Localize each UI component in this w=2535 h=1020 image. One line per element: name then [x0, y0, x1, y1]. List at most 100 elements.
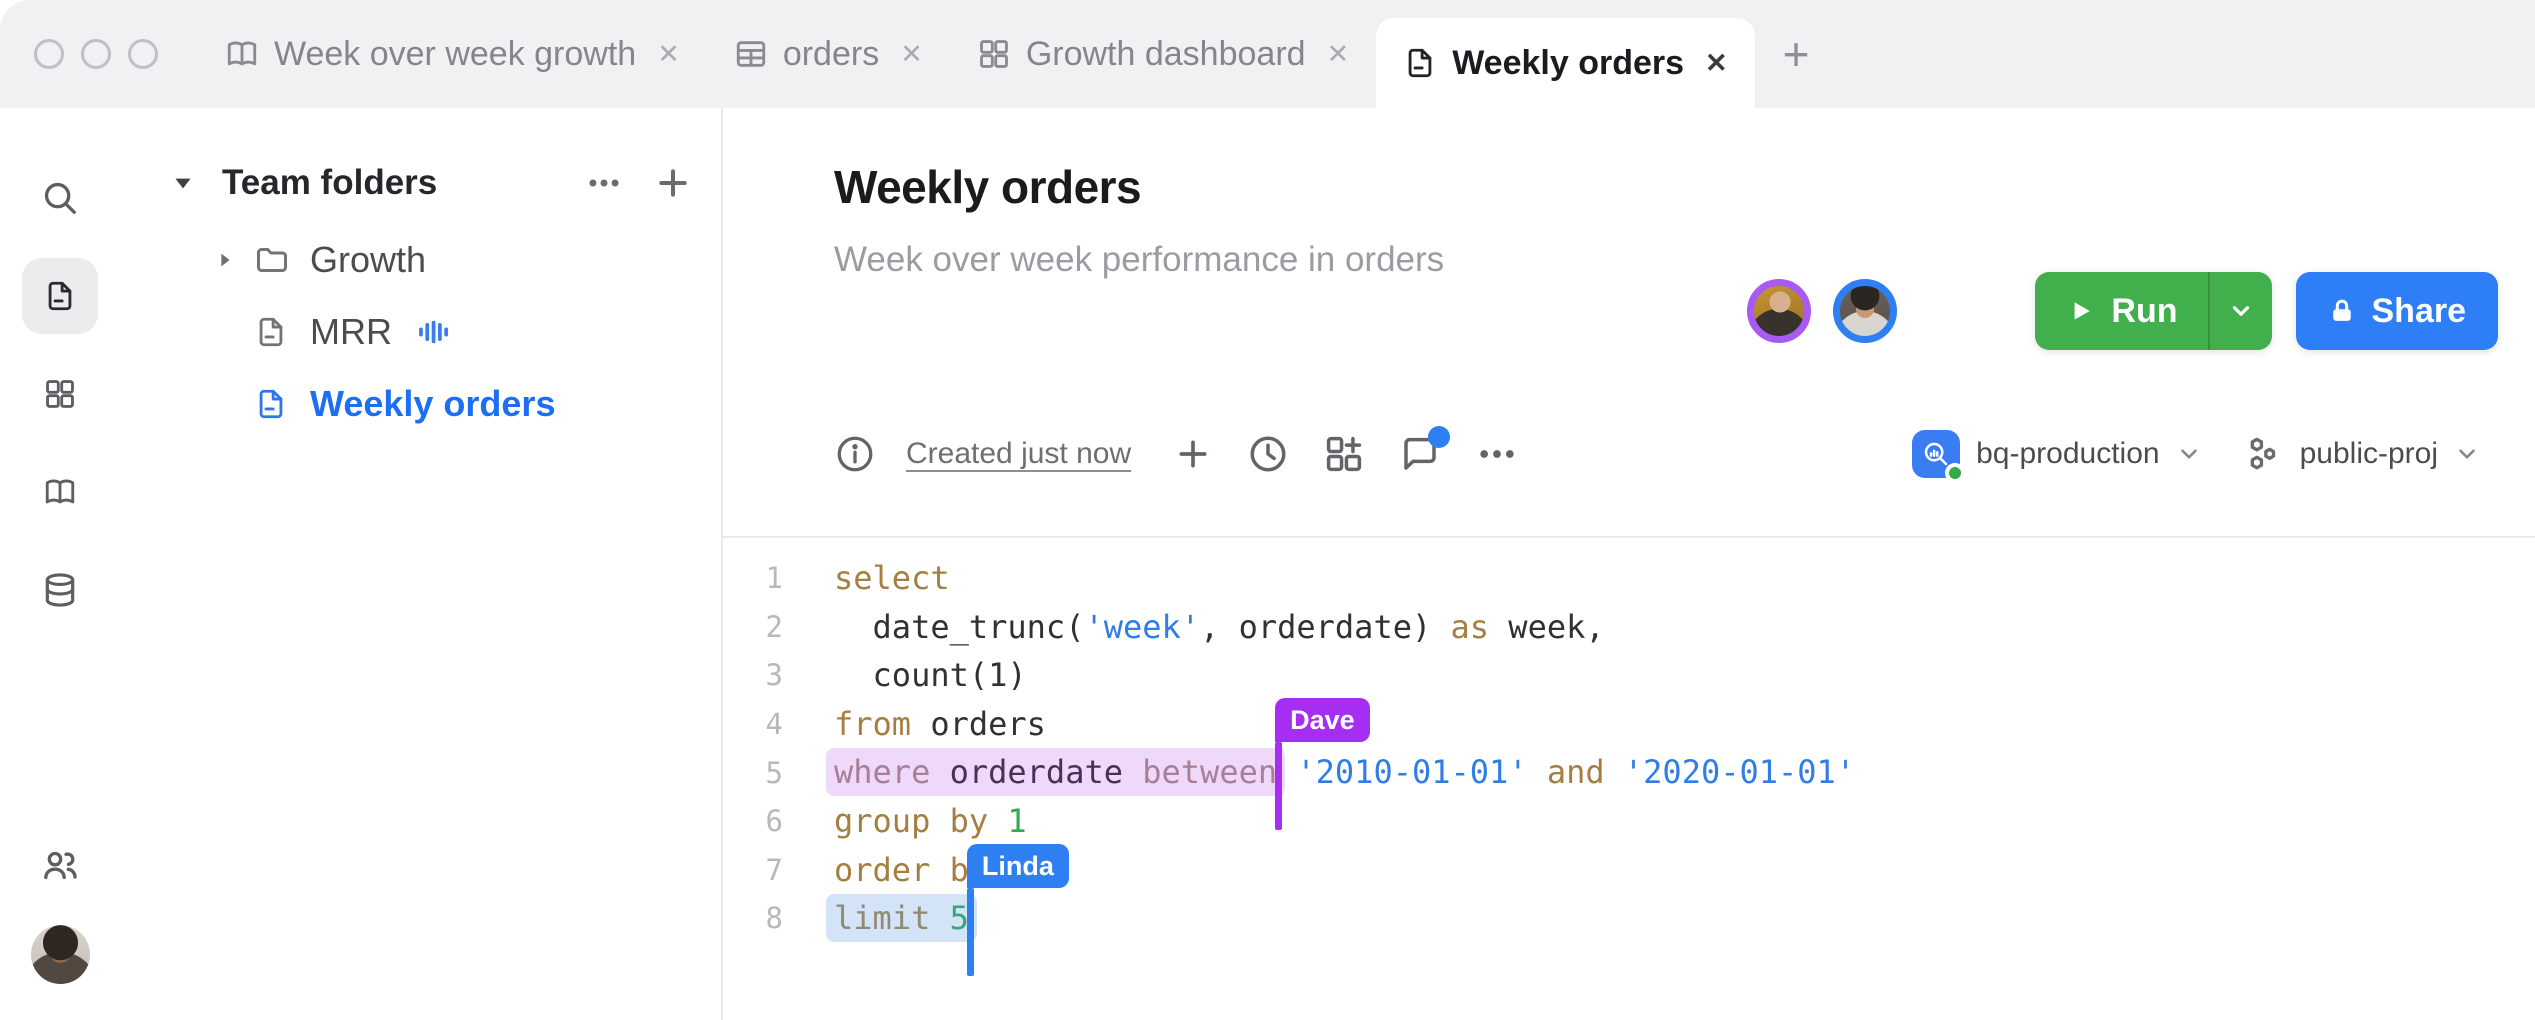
new-tab-button[interactable]: +	[1782, 28, 1810, 80]
tab-weekly-orders[interactable]: Weekly orders ✕	[1376, 18, 1755, 108]
document-icon	[254, 387, 294, 421]
sidebar-item-weekly-orders[interactable]: Weekly orders	[120, 368, 721, 440]
dashboard-icon	[977, 37, 1011, 71]
sidebar-item-label: Growth	[310, 239, 427, 280]
run-button-group: Run	[2035, 272, 2272, 350]
code-token: where	[834, 753, 931, 792]
code-content: where orderdate between Dave '2010-01-01'…	[826, 698, 1855, 831]
code-token: count(1)	[834, 656, 1027, 695]
team-folders-header[interactable]: Team folders	[120, 150, 721, 216]
code-content: group by 1	[834, 797, 1027, 846]
tab-growth-dashboard[interactable]: Growth dashboard ✕	[950, 0, 1376, 108]
code-token	[1605, 753, 1624, 791]
rail-item-people[interactable]	[22, 827, 98, 903]
line-number: 6	[765, 804, 783, 839]
page-subtitle: Week over week performance in orders	[834, 240, 1445, 279]
lock-icon	[2328, 297, 2356, 325]
code-content: order by	[834, 846, 988, 895]
tab-label: Growth dashboard	[1025, 34, 1306, 73]
code-token: week,	[1489, 607, 1605, 646]
user-avatar[interactable]	[30, 925, 90, 984]
table-icon	[734, 37, 768, 71]
code-token	[1528, 753, 1547, 791]
run-options-button[interactable]	[2210, 272, 2272, 350]
code-token: and	[1546, 753, 1605, 792]
rail-item-database[interactable]	[22, 552, 98, 628]
code-token: order by	[834, 850, 989, 889]
project-name: public-proj	[2299, 437, 2438, 470]
add-to-dashboard-icon[interactable]	[1323, 433, 1365, 475]
tab-week-over-week-growth[interactable]: Week over week growth ✕	[198, 0, 707, 108]
caret-down-icon[interactable]	[164, 170, 202, 196]
rail-item-search[interactable]	[22, 160, 98, 236]
tab-bar: Week over week growth ✕ orders ✕ Growth dash…	[0, 0, 2535, 108]
line-number: 3	[765, 658, 783, 693]
comments-icon[interactable]	[1399, 426, 1451, 475]
code-line-8: 8 limit 5 Linda	[723, 844, 2535, 977]
code-token	[1123, 753, 1142, 791]
caret-right-icon[interactable]	[214, 249, 254, 271]
window-control-minimize[interactable]	[81, 39, 111, 69]
code-line-6: 6 group by 1	[723, 797, 2535, 846]
rail-item-document[interactable]	[22, 258, 98, 334]
add-block-icon[interactable]	[1173, 434, 1213, 474]
close-tab-icon[interactable]: ✕	[900, 38, 923, 69]
collaborator-avatar[interactable]	[1919, 279, 1983, 343]
close-tab-icon[interactable]: ✕	[657, 38, 680, 69]
folder-more-icon[interactable]	[585, 164, 623, 202]
run-button[interactable]: Run	[2035, 272, 2207, 350]
connection-status-dot	[1945, 463, 1966, 483]
add-folder-icon[interactable]	[653, 163, 693, 203]
dashboard-icon	[43, 377, 77, 411]
run-button-divider	[2207, 272, 2210, 350]
run-button-label: Run	[2111, 291, 2178, 330]
window-control-close[interactable]	[34, 39, 64, 69]
project-selector[interactable]: public-proj	[2242, 433, 2480, 475]
more-options-icon[interactable]	[1475, 432, 1519, 476]
toolbar-divider	[723, 536, 2535, 538]
code-token: as	[1450, 607, 1490, 646]
book-icon	[43, 475, 77, 509]
connection-selector[interactable]: bq-production	[1912, 430, 2202, 483]
tab-strip: Week over week growth ✕ orders ✕ Growth dash…	[198, 0, 1755, 108]
share-button-label: Share	[2371, 291, 2467, 330]
code-line-4: 4 from orders	[723, 700, 2535, 749]
sidebar-item-growth[interactable]: Growth	[120, 224, 721, 296]
chevron-down-icon	[2454, 441, 2480, 467]
page-title: Weekly orders	[834, 161, 1142, 213]
presence-name-badge: Linda	[966, 844, 1069, 889]
rail-item-book[interactable]	[22, 454, 98, 530]
tab-orders[interactable]: orders ✕	[707, 0, 950, 108]
sidebar-item-mrr[interactable]: MRR	[120, 296, 721, 368]
collaborator-avatar[interactable]	[1747, 279, 1812, 343]
line-number: 7	[765, 852, 783, 887]
remote-selection: where orderdate between	[826, 748, 1286, 797]
code-token: 'week'	[1084, 607, 1201, 646]
sql-editor[interactable]: 1 select 2 date_trunc('week', orderdate) a…	[723, 538, 2535, 1020]
code-content: count(1)	[834, 651, 1027, 700]
share-button[interactable]: Share	[2295, 272, 2498, 350]
chevron-down-icon	[2176, 441, 2202, 467]
presence-name-badge: Dave	[1275, 698, 1370, 743]
window-control-zoom[interactable]	[128, 39, 158, 69]
connection-icon	[1912, 430, 1966, 483]
sidebar-item-label: MRR	[310, 311, 392, 352]
window-controls	[0, 0, 158, 108]
close-tab-icon[interactable]: ✕	[1705, 47, 1728, 78]
code-line-3: 3 count(1)	[723, 651, 2535, 700]
info-icon[interactable]	[834, 433, 876, 475]
close-tab-icon[interactable]: ✕	[1326, 38, 1350, 69]
database-icon	[41, 571, 79, 609]
code-token: group by	[834, 801, 1008, 840]
document-icon	[254, 315, 294, 349]
collaborator-avatar[interactable]	[1833, 279, 1898, 343]
line-number: 2	[765, 609, 783, 644]
folder-icon	[254, 242, 294, 278]
history-icon[interactable]	[1247, 433, 1289, 475]
code-token: orders	[911, 704, 1046, 743]
code-line-1: 1 select	[723, 554, 2535, 603]
code-token: date_trunc(	[834, 607, 1085, 646]
play-icon	[2067, 298, 2093, 324]
created-status-link[interactable]: Created just now	[906, 437, 1132, 470]
rail-item-dashboard[interactable]	[22, 356, 98, 432]
